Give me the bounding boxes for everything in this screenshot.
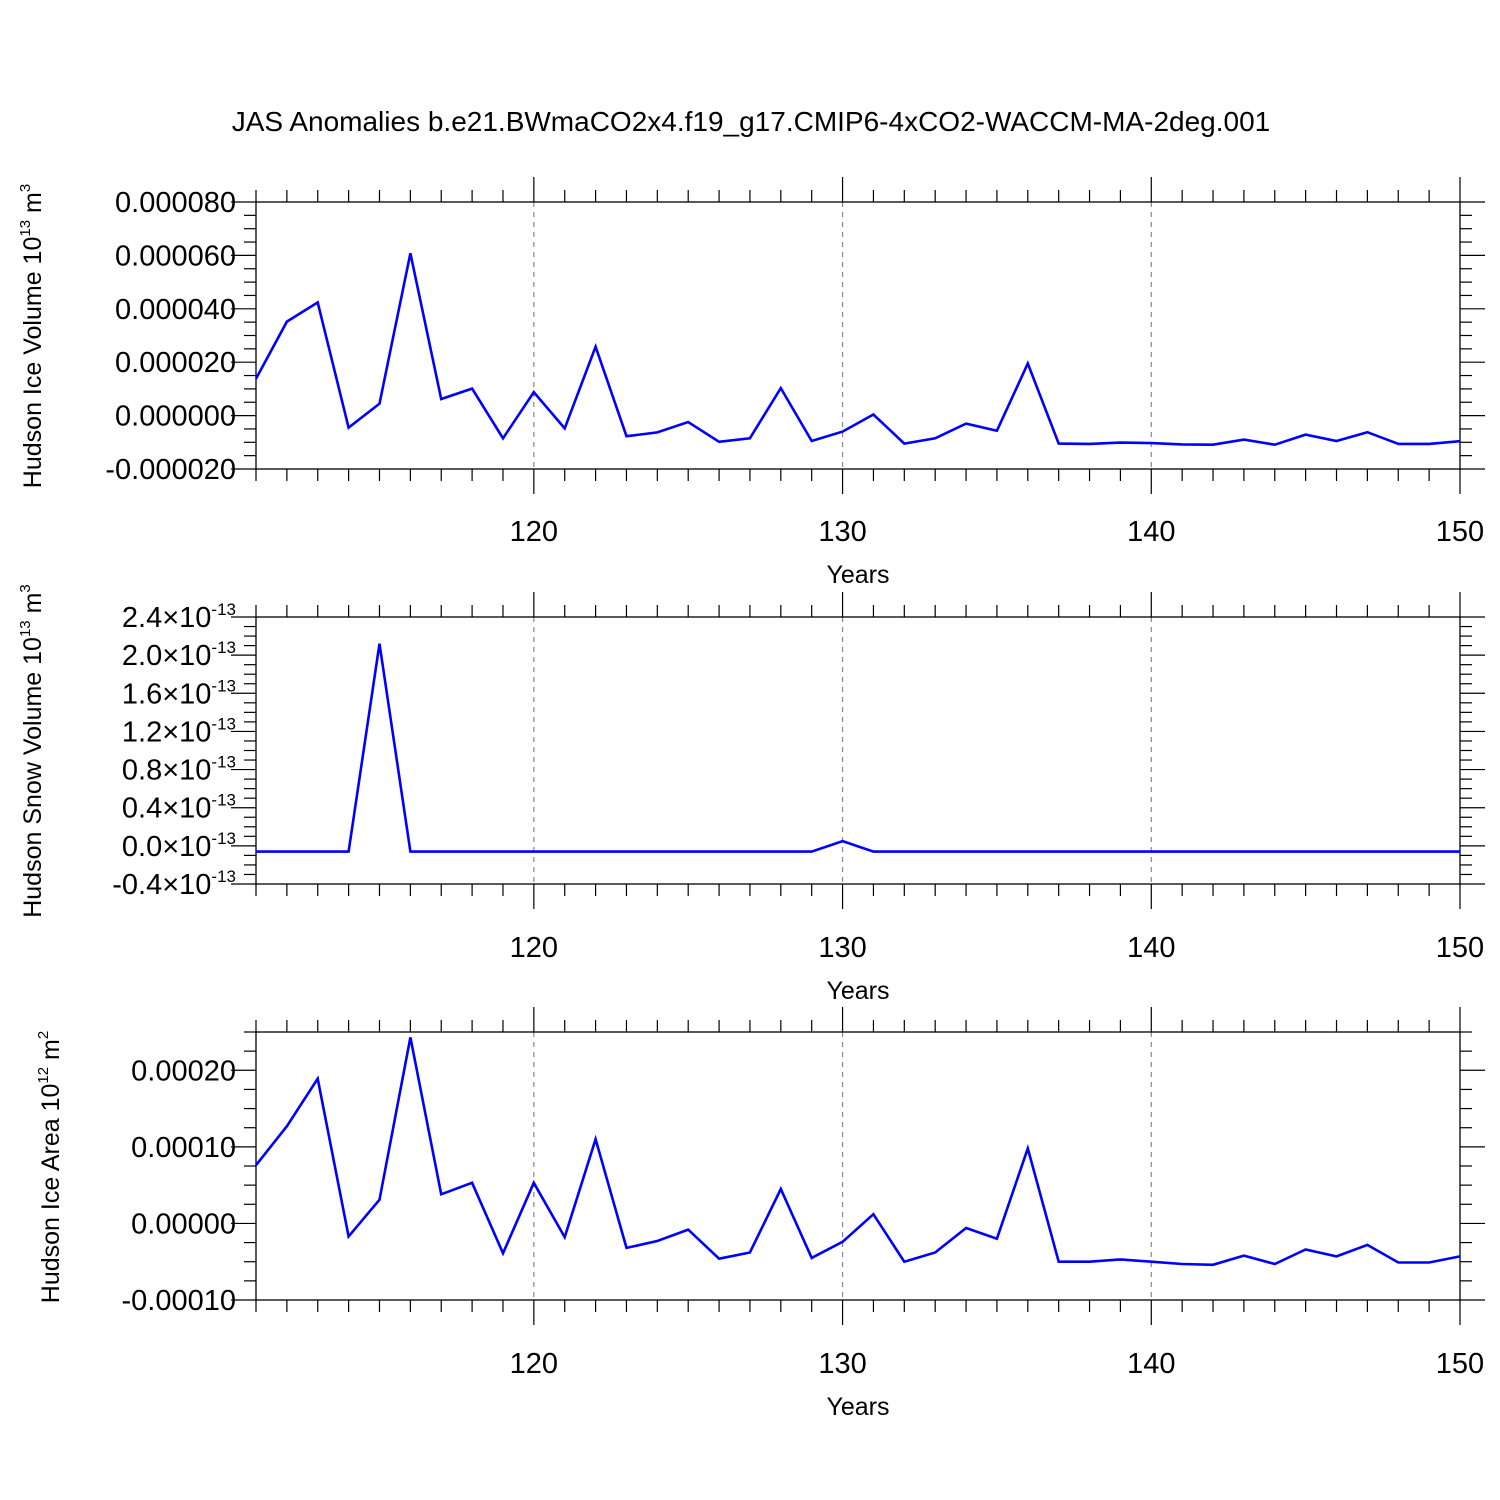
plot-frame — [255, 616, 1461, 885]
y-tick-label: 0.8×10-13 — [122, 753, 236, 787]
y-tick-label: 0.00000 — [131, 1208, 236, 1240]
x-tick-label: 140 — [1127, 932, 1175, 964]
x-tick-label: 150 — [1436, 932, 1484, 964]
x-axis-title: Years — [826, 1393, 889, 1421]
y-tick-label: 0.000020 — [115, 347, 236, 379]
chart-title: JAS Anomalies b.e21.BWmaCO2x4.f19_g17.CM… — [232, 106, 1271, 137]
y-tick-label: -0.4×10-13 — [112, 867, 236, 901]
panels: -0.000020 0.000000 0.000020 0.000040 0.00006… — [17, 177, 1485, 1421]
x-tick-label: 120 — [510, 932, 558, 964]
y-axis-title: Hudson Ice Area 1012 m2 — [35, 1031, 65, 1303]
y-tick-label: 0.00020 — [131, 1055, 236, 1087]
x-axis-title: Years — [826, 561, 889, 589]
y-tick-label: 0.000040 — [115, 294, 236, 326]
series-line — [256, 643, 1460, 853]
y-tick-label: 1.2×10-13 — [122, 714, 236, 748]
x-tick-label: 140 — [1127, 1348, 1175, 1380]
series-line — [254, 1037, 1461, 1267]
x-tick-label: 130 — [818, 516, 866, 548]
x-tick-label: 120 — [510, 1348, 558, 1380]
panel-2: -0.4×10-13 0.0×10-13 0.4×10-13 0.8×10-13 1.2… — [17, 584, 1485, 1005]
x-tick-label: 130 — [818, 932, 866, 964]
y-tick-label: 2.4×10-13 — [122, 600, 236, 634]
plot-frame — [255, 201, 1461, 470]
x-tick-label: 150 — [1436, 1348, 1484, 1380]
y-tick-label: 0.000080 — [115, 187, 236, 219]
panel-1: -0.000020 0.000000 0.000020 0.000040 0.00006… — [17, 177, 1485, 589]
y-tick-label: -0.00010 — [122, 1285, 237, 1317]
y-tick-label: 2.0×10-13 — [122, 638, 236, 672]
y-axis-title: Hudson Snow Volume 1013 m3 — [17, 584, 47, 918]
x-axis-title: Years — [826, 977, 889, 1005]
y-tick-label: 0.00010 — [131, 1132, 236, 1164]
y-tick-label: 0.000060 — [115, 240, 236, 272]
x-tick-label: 130 — [818, 1348, 866, 1380]
x-tick-label: 120 — [510, 516, 558, 548]
y-axis-title: Hudson Ice Volume 1013 m3 — [17, 184, 47, 488]
y-tick-label: 0.4×10-13 — [122, 791, 236, 825]
y-tick-label: 1.6×10-13 — [122, 676, 236, 710]
series-line — [254, 253, 1461, 447]
y-tick-label: -0.000020 — [105, 454, 236, 486]
x-tick-label: 140 — [1127, 516, 1175, 548]
y-tick-label: 0.000000 — [115, 401, 236, 433]
x-tick-label: 150 — [1436, 516, 1484, 548]
panel-3: -0.00010 0.00000 0.00010 0.00020 120 130 140 15… — [35, 1007, 1485, 1421]
y-tick-label: 0.0×10-13 — [122, 829, 236, 863]
